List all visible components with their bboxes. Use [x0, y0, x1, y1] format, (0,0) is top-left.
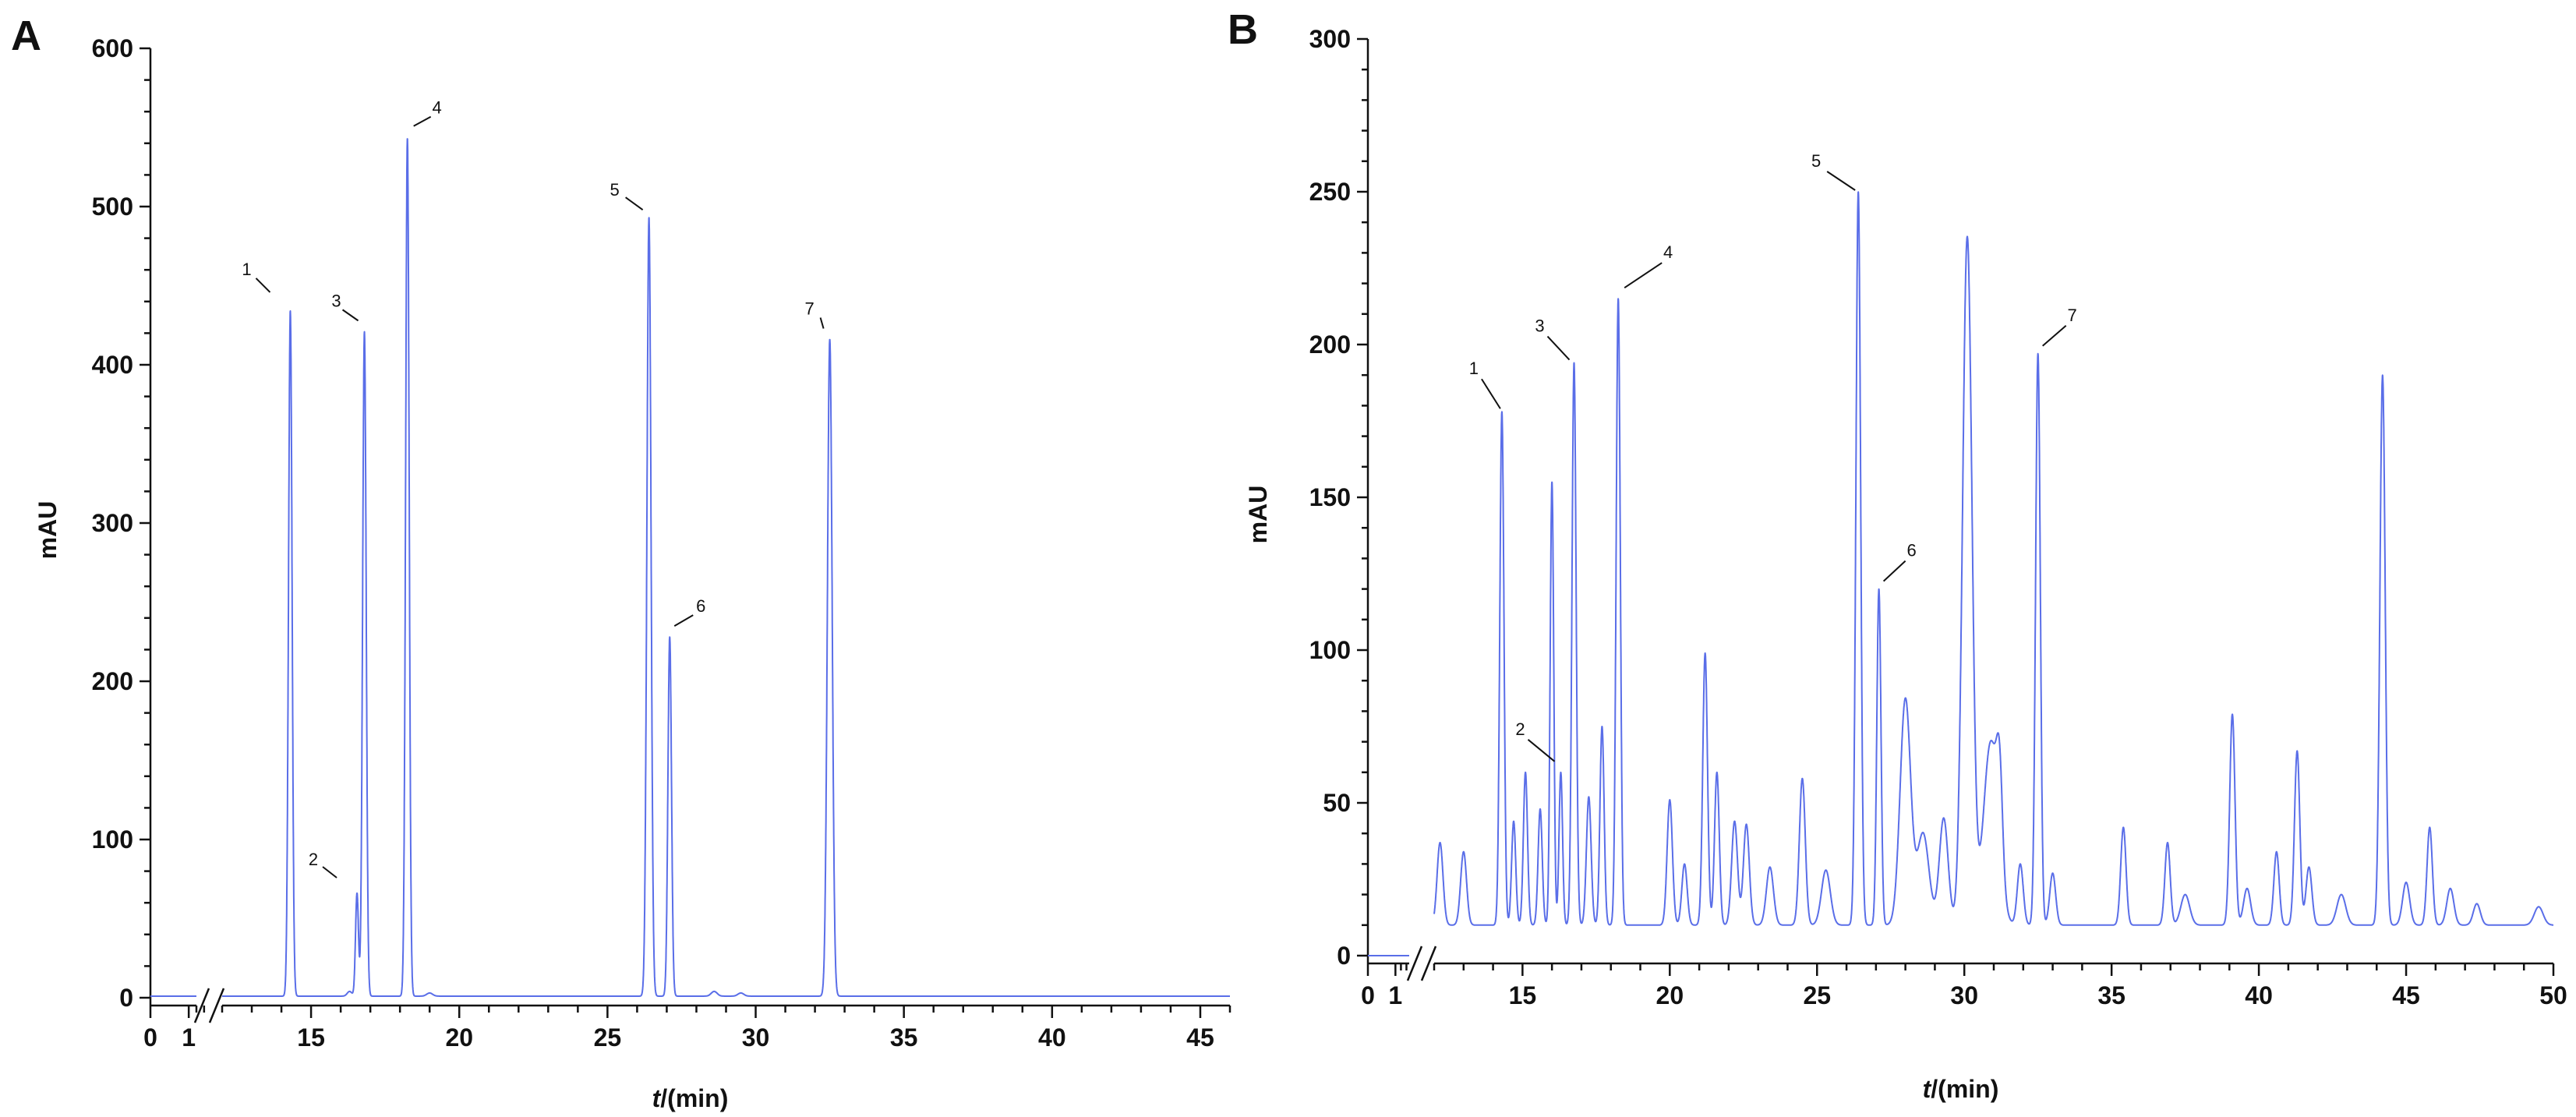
- y-tick-label: 100: [92, 825, 133, 854]
- y-tick-label: 0: [119, 984, 133, 1012]
- peak-leader-line: [341, 309, 359, 322]
- peak-label: 7: [804, 299, 814, 319]
- peak-label: 4: [1663, 242, 1673, 262]
- y-tick-label: 100: [1309, 636, 1351, 664]
- x-tick-label: 45: [2392, 981, 2420, 1009]
- peak-leader-line: [1481, 378, 1501, 409]
- x-axis-label-b: t/(min): [1923, 1075, 1999, 1103]
- peak-leader-line: [413, 115, 432, 127]
- axis-break-mark-a: [193, 988, 210, 1023]
- chromatogram-trace-b: [1433, 191, 2554, 926]
- peak-leader-line: [1882, 560, 1906, 582]
- x-tick-label: 0: [143, 1023, 157, 1052]
- peak-label: 5: [1811, 151, 1821, 171]
- peak-leader-line: [1546, 335, 1571, 361]
- peak-label: 3: [331, 291, 341, 310]
- peak-leader-line: [1624, 262, 1663, 289]
- x-tick-label: 0: [1361, 981, 1375, 1009]
- peak-label: 1: [242, 260, 251, 279]
- x-tick-label: 50: [2539, 981, 2567, 1009]
- peak-label: 6: [1906, 541, 1916, 560]
- x-tick-label: 20: [445, 1023, 473, 1052]
- y-axis-label-b: mAU: [1244, 486, 1272, 544]
- axis-break-mark-b: [1406, 946, 1423, 981]
- y-tick-label: 200: [92, 667, 133, 695]
- x-tick-label: 15: [297, 1023, 325, 1052]
- y-tick-label: 300: [1309, 25, 1351, 53]
- x-tick-label: 45: [1186, 1023, 1214, 1052]
- panel-letter-a: A: [11, 12, 41, 59]
- x-tick-label: 20: [1656, 981, 1684, 1009]
- peak-label: 6: [696, 596, 705, 616]
- peak-leader-line: [322, 866, 337, 878]
- x-tick-label: 30: [1950, 981, 1978, 1009]
- y-tick-label: 400: [92, 351, 133, 379]
- peak-leader-line: [1826, 171, 1856, 191]
- peak-leader-line: [2042, 325, 2067, 347]
- x-tick-label: 1: [1388, 981, 1402, 1009]
- peak-leader-line: [819, 317, 825, 329]
- peak-label: 1: [1469, 359, 1479, 378]
- y-tick-label: 600: [92, 34, 133, 62]
- x-axis-label-a: t/(min): [652, 1084, 729, 1112]
- axis-break-mark-a: [208, 988, 225, 1023]
- x-tick-label: 25: [1803, 981, 1831, 1009]
- y-tick-label: 200: [1309, 331, 1351, 359]
- y-tick-label: 500: [92, 193, 133, 221]
- axis-break-mark-b: [1420, 946, 1437, 981]
- peak-leader-line: [625, 196, 644, 211]
- peak-leader-line: [255, 277, 271, 293]
- peak-leader-line: [673, 614, 694, 627]
- peak-label: 3: [1535, 316, 1544, 336]
- y-tick-label: 0: [1337, 942, 1351, 970]
- y-tick-label: 50: [1323, 789, 1351, 817]
- x-tick-label: 30: [742, 1023, 770, 1052]
- peak-label: 7: [2068, 306, 2077, 325]
- peak-label: 2: [1515, 719, 1525, 739]
- y-tick-label: 250: [1309, 178, 1351, 206]
- x-tick-label: 15: [1509, 981, 1537, 1009]
- peak-leader-line: [1527, 739, 1556, 762]
- peak-label: 2: [309, 850, 318, 869]
- x-tick-label: 40: [1038, 1023, 1066, 1052]
- x-tick-label: 25: [594, 1023, 622, 1052]
- x-tick-label: 35: [2097, 981, 2125, 1009]
- peak-label: 5: [610, 180, 619, 200]
- peak-label: 4: [433, 98, 442, 118]
- y-tick-label: 150: [1309, 483, 1351, 511]
- x-tick-label: 35: [890, 1023, 918, 1052]
- x-tick-label: 40: [2245, 981, 2273, 1009]
- y-axis-label-a: mAU: [34, 501, 62, 560]
- x-tick-label: 1: [182, 1023, 196, 1052]
- panel-letter-b: B: [1228, 6, 1258, 53]
- chromatogram-trace-a: [221, 138, 1231, 997]
- y-tick-label: 300: [92, 509, 133, 537]
